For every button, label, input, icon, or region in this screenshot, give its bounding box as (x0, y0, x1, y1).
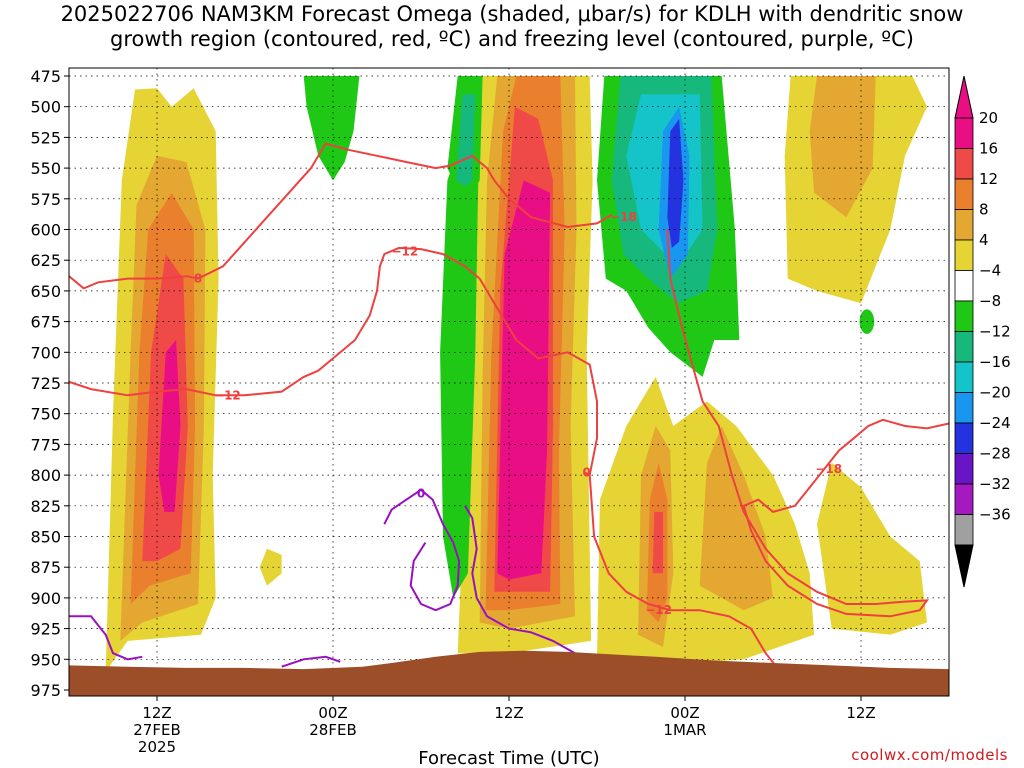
omega-neg8-strip-b (440, 94, 480, 598)
colorbar-label: 16 (979, 140, 998, 158)
y-tick-label: 775 (30, 435, 61, 454)
y-tick-label: 925 (30, 620, 61, 639)
contours: 8 −12 −12 −18 −18 −12 0 0 (69, 142, 949, 673)
colorbar-label: 8 (979, 201, 989, 219)
colorbar-label: −12 (979, 323, 1011, 341)
x-tick-label: 00Z (318, 704, 347, 722)
x-tick-label: 28FEB (309, 721, 356, 739)
y-tick-label: 500 (30, 98, 61, 117)
y-tick-label: 675 (30, 313, 61, 332)
omega-8-region-g (809, 76, 876, 218)
colorbar-label: 4 (979, 231, 989, 249)
y-tick-label: 875 (30, 558, 61, 577)
y-tick-label: 900 (30, 589, 61, 608)
terrain-fill (69, 650, 949, 696)
colorbar-swatch (954, 178, 974, 210)
colorbar-swatch (954, 361, 974, 393)
contour-label: 0 (417, 487, 425, 501)
x-tick-label: 12Z (142, 704, 171, 722)
y-tick-label: 800 (30, 466, 61, 485)
colorbar-swatch (954, 209, 974, 241)
omega-neg24-region-c (667, 119, 684, 248)
contour-label: −12 (214, 388, 241, 402)
contour-zero-tick (584, 471, 591, 476)
colorbar-swatch (954, 483, 974, 515)
y-tick-label: 725 (30, 374, 61, 393)
y-tick-label: 750 (30, 405, 61, 424)
colorbar-swatch (954, 270, 974, 302)
omega-16-region-d (652, 511, 663, 574)
terrain (69, 650, 949, 696)
colorbar-swatch (954, 422, 974, 454)
y-axis: 475 500 525 550 575 600 625 650 675 700 725 750 775 8… (30, 67, 69, 700)
colorbar-min-arrow (954, 544, 974, 588)
contour-dendritic-upper (69, 142, 613, 290)
y-tick-label: 550 (30, 159, 61, 178)
omega-neg12-strip-c (456, 94, 476, 187)
colorbar-swatch (954, 300, 974, 332)
y-tick-label: 575 (30, 190, 61, 209)
y-tick-label: 600 (30, 221, 61, 240)
contour-label: 0 (583, 466, 591, 480)
contour-freezing-c (69, 615, 143, 661)
x-tick-label: 27FEB (133, 721, 180, 739)
omega-8-region-e (699, 426, 773, 611)
contour-freezing-a (383, 488, 461, 612)
colorbar-label: −8 (979, 292, 1001, 310)
x-tick-label: 00Z (670, 704, 699, 722)
x-tick-label: 2025 (138, 738, 176, 756)
colorbar-label: −28 (979, 445, 1011, 463)
chart-title-line2: growth region (contoured, red, ºC) and f… (110, 27, 914, 51)
colorbar-max-arrow (954, 75, 974, 119)
contour-label: −12 (391, 245, 418, 259)
colorbar-swatch (954, 453, 974, 485)
contour-label: −18 (610, 210, 637, 224)
y-tick-label: 525 (30, 128, 61, 147)
contour-dendritic-lower (69, 246, 782, 673)
y-tick-label: 650 (30, 282, 61, 301)
omega-shading (105, 76, 927, 672)
contour-dendritic-minus18 (666, 229, 949, 618)
colorbar-label: −24 (979, 414, 1011, 432)
colorbar-label: −16 (979, 353, 1011, 371)
omega-neg8-strip-a (303, 76, 360, 181)
y-tick-label: 850 (30, 528, 61, 547)
contour-freezing-d (281, 655, 341, 668)
y-tick-label: 700 (30, 343, 61, 362)
chart-title: 2025022706 NAM3KM Forecast Omega (shaded… (0, 2, 1024, 52)
contour-label: 8 (194, 272, 202, 286)
y-tick-label: 825 (30, 497, 61, 516)
contour-label: −18 (815, 462, 842, 476)
omega-20-region-b (497, 180, 551, 580)
contour-freezing-b (464, 505, 576, 655)
omega-4-spot (259, 548, 282, 586)
colorbar: 20 16 12 8 4 −4 −8 −12 −16 −20 −24 −28 −32 −36 (954, 75, 1011, 588)
y-tick-label: 950 (30, 650, 61, 669)
colorbar-label: −20 (979, 384, 1011, 402)
colorbar-label: 20 (979, 109, 998, 127)
colorbar-swatch (954, 148, 974, 180)
colorbar-swatch (954, 117, 974, 149)
x-tick-label: 12Z (846, 704, 875, 722)
colorbar-label: −32 (979, 475, 1011, 493)
x-tick-label: 1MAR (663, 721, 706, 739)
colorbar-label: −36 (979, 506, 1011, 524)
contour-label: −12 (645, 603, 672, 617)
colorbar-swatch (954, 239, 974, 271)
colorbar-swatch (954, 392, 974, 424)
chart-title-line1: 2025022706 NAM3KM Forecast Omega (shaded… (60, 2, 964, 26)
credit-text: coolwx.com/models (851, 746, 1008, 764)
colorbar-label: −4 (979, 262, 1001, 280)
colorbar-swatch (954, 331, 974, 363)
colorbar-label: 12 (979, 170, 998, 188)
x-axis-title: Forecast Time (UTC) (418, 748, 599, 768)
x-tick-label: 12Z (494, 704, 523, 722)
y-tick-label: 975 (30, 681, 61, 700)
y-tick-label: 475 (30, 67, 61, 86)
y-tick-label: 625 (30, 251, 61, 270)
colorbar-swatch (954, 514, 974, 546)
